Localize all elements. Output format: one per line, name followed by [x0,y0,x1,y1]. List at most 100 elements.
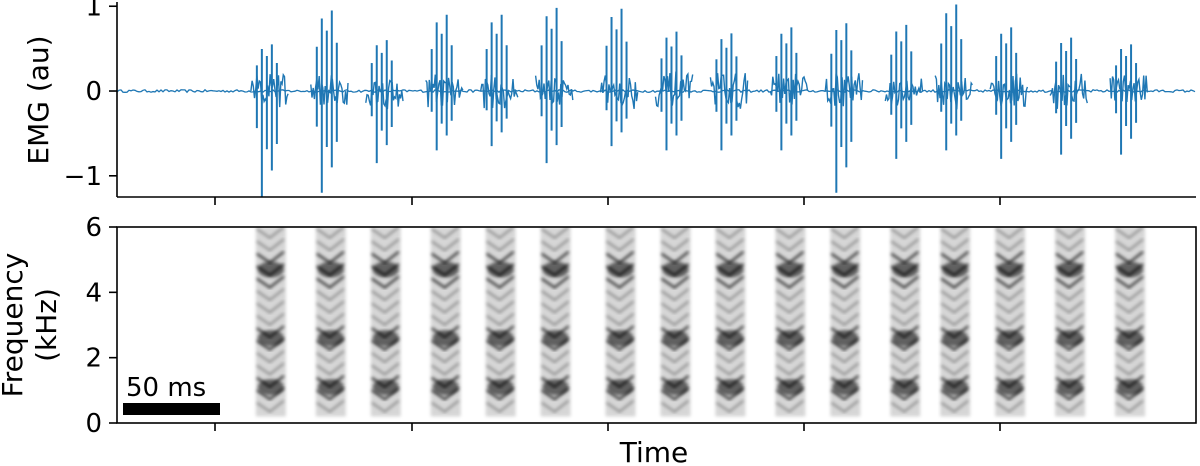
harmonic-stroke [775,350,805,364]
harmonic-stroke [605,312,635,327]
harmonic-stroke [605,350,635,364]
emg-y-tick-label: −1 [64,162,102,192]
harmonic-stroke [540,300,570,314]
harmonic-stroke [256,288,285,302]
syllable [830,227,861,417]
emg-burst-noise [884,78,924,106]
harmonic-stroke [660,275,690,289]
emg-y-label: EMG (au) [22,35,55,164]
harmonic-stroke [1055,275,1084,289]
formant-blob [662,379,689,396]
harmonic-stroke [431,399,460,414]
harmonic-stroke [486,350,515,364]
harmonic-stroke [256,362,285,376]
x-axis-title: Time [619,436,689,466]
syllable [370,227,401,417]
harmonic-stroke [995,275,1024,289]
emg-burst-noise [769,73,809,105]
scale-bar-label: 50 ms [126,373,206,403]
harmonic-stroke [1115,238,1144,252]
emg-y-tick-label: 1 [85,0,102,22]
harmonic-stroke [605,362,635,376]
syllable [995,227,1026,417]
formant-blob [542,330,569,347]
syllable [255,227,286,417]
harmonic-stroke [486,300,515,314]
harmonic-stroke [316,288,345,302]
scale-bar-rect [123,403,220,415]
harmonic-stroke [605,288,635,302]
harmonic-stroke [995,350,1024,364]
spec-y-tick-label: 4 [85,278,102,308]
emg-burst-noise [365,79,404,110]
syllable [1055,227,1086,417]
harmonic-stroke [1055,399,1084,414]
harmonic-stroke [1115,362,1144,376]
emg-burst-noise [824,73,864,107]
emg-burst-noise [310,75,349,105]
harmonic-stroke [940,227,969,240]
emg-burst [824,23,864,193]
formant-blob [432,261,459,278]
formant-blob [717,330,744,347]
spec-y-ticks: 0 2 4 6 [85,213,117,439]
formant-blob [717,261,744,278]
formant-blob [832,261,859,278]
harmonic-stroke [486,227,515,240]
syllable [1115,227,1146,417]
harmonic-stroke [1115,300,1144,314]
formant-blob [717,379,744,396]
harmonic-stroke [715,312,745,327]
harmonic-stroke [830,350,860,364]
formant-blob [892,261,919,278]
emg-burst [599,8,639,147]
formant-blob [317,261,344,278]
formant-blob [317,379,344,396]
formant-blob [942,330,969,347]
harmonic-stroke [256,227,285,240]
harmonic-stroke [830,227,860,240]
harmonic-stroke [830,399,860,414]
harmonic-stroke [660,288,690,302]
formant-blob [1117,261,1144,278]
harmonic-stroke [775,312,805,327]
harmonic-stroke [940,275,969,289]
harmonic-stroke [715,350,745,364]
harmonic-stroke [940,362,969,376]
harmonic-stroke [431,362,460,376]
emg-panel: −1 0 1 EMG (au) [22,0,1196,205]
emg-y-tick-label: 0 [85,77,102,107]
harmonic-stroke [1055,312,1084,327]
syllable [540,227,571,417]
harmonic-stroke [830,275,860,289]
formant-blob [1117,330,1144,347]
harmonic-stroke [715,399,745,414]
formant-blob [487,330,514,347]
harmonic-stroke [715,300,745,314]
formant-blob [1117,379,1144,396]
harmonic-stroke [256,300,285,314]
harmonic-stroke [890,275,919,289]
harmonic-stroke [431,300,460,314]
harmonic-stroke [431,275,460,289]
harmonic-stroke [605,399,635,414]
harmonic-stroke [775,300,805,314]
harmonic-stroke [605,227,635,240]
harmonic-stroke [1055,300,1084,314]
harmonic-stroke [605,300,635,314]
harmonic-stroke [995,300,1024,314]
spectrogram-image [255,227,1146,417]
spec-y-tick-label: 0 [85,409,102,439]
syllable [315,227,346,417]
harmonic-stroke [715,227,745,240]
harmonic-stroke [940,312,969,327]
harmonic-stroke [715,275,745,289]
emg-burst [310,10,349,193]
emg-burst-noise [250,72,289,108]
harmonic-stroke [316,362,345,376]
harmonic-stroke [371,362,400,376]
emg-burst-noise [709,73,749,109]
harmonic-stroke [486,312,515,327]
formant-blob [662,261,689,278]
spec-y-tick-label: 2 [85,344,102,374]
